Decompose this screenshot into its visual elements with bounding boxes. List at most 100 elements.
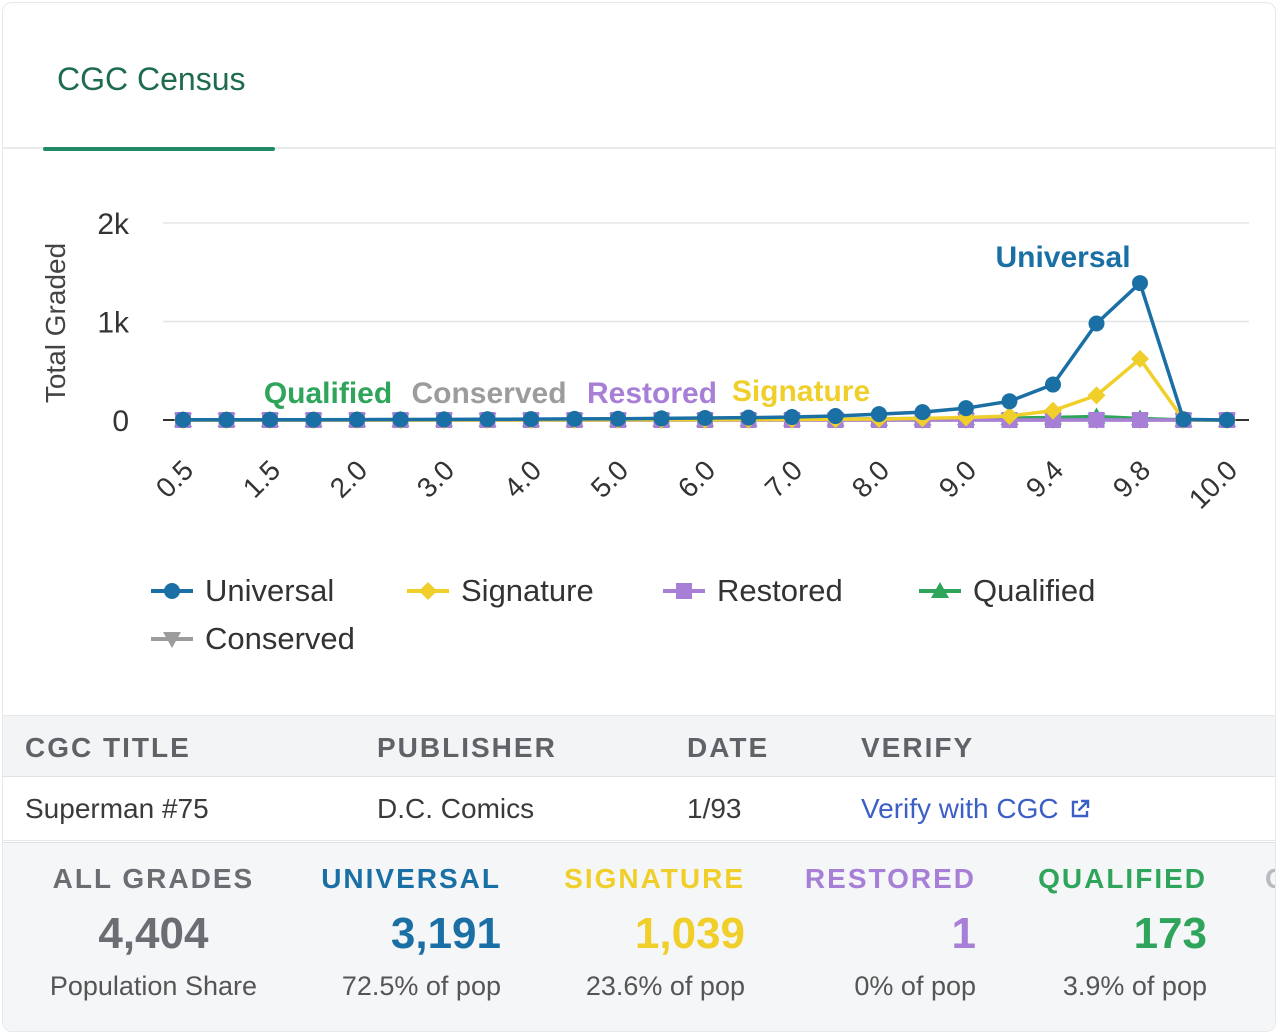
stat-share: 3.9% of pop bbox=[1062, 971, 1207, 1001]
legend-label: Restored bbox=[717, 573, 843, 608]
stat-label: UNIVERSAL bbox=[321, 863, 501, 894]
stat-value: 1,039 bbox=[634, 909, 745, 958]
legend-marker-signature-icon bbox=[407, 576, 449, 606]
data-point-universal bbox=[392, 411, 409, 428]
header-verify: VERIFY bbox=[861, 732, 975, 763]
stat-label: RESTORED bbox=[804, 863, 976, 894]
tab-bar: CGC Census bbox=[3, 3, 1275, 151]
stat-value: 3,191 bbox=[390, 909, 501, 958]
stat-restored: RESTORED 1 0% of pop bbox=[805, 863, 976, 1002]
data-point-universal bbox=[218, 411, 235, 428]
x-tick-label: 0.5 bbox=[150, 454, 199, 503]
legend-item-universal[interactable]: Universal bbox=[151, 573, 334, 609]
data-point-universal bbox=[871, 406, 887, 423]
x-tick-label: 9.8 bbox=[1107, 454, 1156, 503]
data-point-signature bbox=[1131, 349, 1149, 368]
census-chart: 0 1k 2k Total Graded 0.5 1.5 2.0 3.0 4.0 5.0 6.0 7.… bbox=[40, 208, 1249, 515]
data-point-universal bbox=[740, 409, 757, 426]
legend-label: Universal bbox=[205, 573, 335, 608]
x-tick-label: 7.0 bbox=[759, 454, 808, 503]
data-point-universal bbox=[523, 411, 539, 428]
x-tick-label: 8.0 bbox=[846, 454, 895, 503]
legend-label: Conserved bbox=[205, 621, 355, 656]
stat-share: 0% of pop bbox=[854, 971, 976, 1001]
table-header: CGC TITLE PUBLISHER DATE VERIFY bbox=[3, 715, 1275, 777]
data-point-signature bbox=[1087, 386, 1106, 405]
data-point-universal bbox=[958, 400, 974, 417]
data-point-universal bbox=[1045, 376, 1061, 393]
data-point-signature bbox=[1044, 401, 1062, 420]
header-date: DATE bbox=[687, 732, 770, 763]
stat-share: 23.6% of pop bbox=[585, 971, 745, 1001]
annotation-signature: Signature bbox=[732, 375, 870, 408]
stat-label: SIGNATURE bbox=[564, 863, 745, 894]
data-point-universal bbox=[784, 409, 800, 426]
x-tick-label: 10.0 bbox=[1183, 454, 1243, 514]
stat-value: 1 bbox=[951, 909, 976, 958]
cell-title: Superman #75 bbox=[25, 793, 209, 824]
stat-share: Population Share bbox=[49, 971, 257, 1001]
tab-label: CGC Census bbox=[57, 61, 246, 97]
x-tick-label: 9.4 bbox=[1020, 454, 1069, 503]
data-point-universal bbox=[697, 410, 713, 427]
data-point-restored bbox=[1045, 412, 1061, 428]
legend-item-qualified[interactable]: Qualified bbox=[919, 573, 1095, 609]
y-tick-label: 2k bbox=[97, 208, 130, 241]
annotation-conserved: Conserved bbox=[411, 377, 566, 410]
data-point-universal bbox=[175, 411, 191, 428]
y-tick-label: 0 bbox=[112, 405, 129, 438]
data-point-universal bbox=[305, 411, 322, 428]
stat-label: QUALIFIED bbox=[1038, 863, 1207, 894]
data-point-universal bbox=[262, 411, 278, 428]
legend-marker-restored-icon bbox=[663, 576, 705, 606]
header-publisher: PUBLISHER bbox=[377, 732, 557, 763]
stat-signature: SIGNATURE 1,039 23.6% of pop bbox=[564, 863, 745, 1002]
tab-active-indicator bbox=[43, 147, 275, 151]
data-point-universal bbox=[610, 410, 626, 427]
x-tick-label: 4.0 bbox=[498, 454, 547, 503]
stat-all: ALL GRADES 4,404 Population Share bbox=[50, 863, 257, 1002]
legend-marker-conserved-icon bbox=[151, 624, 193, 654]
cell-publisher: D.C. Comics bbox=[377, 793, 535, 824]
data-point-restored bbox=[1132, 412, 1148, 428]
data-point-universal bbox=[914, 404, 931, 421]
population-stats: C ALL GRADES 4,404 Population Share UNIVERS… bbox=[3, 842, 1275, 1031]
header-cgc-title: CGC TITLE bbox=[25, 732, 191, 763]
tab-cgc-census[interactable]: CGC Census bbox=[43, 3, 275, 151]
verify-with-cgc-link[interactable]: Verify with CGC bbox=[861, 793, 1091, 825]
data-point-restored bbox=[1088, 411, 1105, 428]
stat-label: ALL GRADES bbox=[52, 863, 255, 894]
table-row: Superman #75 D.C. Comics 1/93 Verify wit… bbox=[3, 777, 1275, 841]
legend-marker-universal-icon bbox=[151, 576, 193, 606]
data-point-signature bbox=[1000, 407, 1019, 426]
x-tick-label: 6.0 bbox=[672, 454, 721, 503]
cell-date: 1/93 bbox=[687, 793, 742, 824]
legend-label: Qualified bbox=[973, 573, 1096, 608]
data-point-universal bbox=[653, 410, 670, 427]
stat-value: 4,404 bbox=[98, 909, 209, 958]
legend-item-restored[interactable]: Restored bbox=[663, 573, 843, 609]
stat-value: 173 bbox=[1133, 909, 1207, 958]
data-point-universal bbox=[1132, 275, 1148, 292]
legend-item-conserved[interactable]: Conserved bbox=[151, 621, 355, 657]
x-tick-label: 3.0 bbox=[411, 454, 460, 503]
verify-link-label: Verify with CGC bbox=[861, 793, 1059, 824]
stat-qualified: QUALIFIED 173 3.9% of pop bbox=[1038, 863, 1207, 1002]
legend-item-signature[interactable]: Signature bbox=[407, 573, 594, 609]
data-point-universal bbox=[827, 408, 844, 425]
stat-share: 72.5% of pop bbox=[341, 971, 501, 1001]
x-tick-label: 2.0 bbox=[324, 454, 373, 503]
data-point-universal bbox=[1001, 393, 1018, 410]
legend-label: Signature bbox=[461, 573, 594, 608]
data-point-universal bbox=[349, 411, 365, 428]
stat-overflow-label: C bbox=[1265, 863, 1275, 895]
data-point-universal bbox=[436, 411, 452, 428]
data-point-universal bbox=[479, 411, 496, 428]
external-link-icon bbox=[1071, 799, 1089, 818]
data-point-universal bbox=[1088, 315, 1105, 332]
annotation-universal: Universal bbox=[995, 241, 1130, 274]
legend-marker-qualified-icon bbox=[919, 576, 961, 606]
data-point-universal bbox=[1219, 412, 1235, 428]
data-point-universal bbox=[566, 410, 583, 427]
annotation-restored: Restored bbox=[587, 377, 717, 410]
